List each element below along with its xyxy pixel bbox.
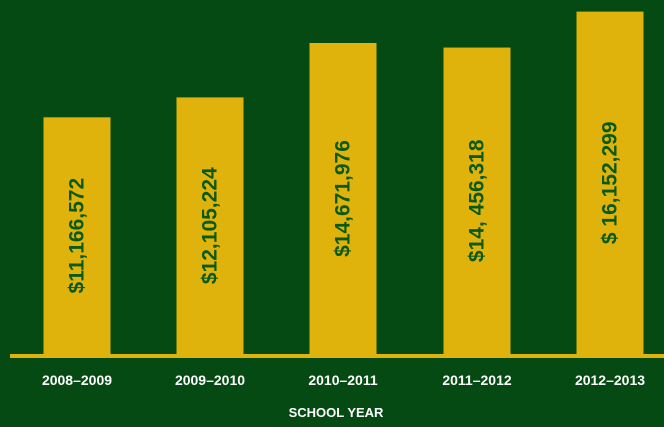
bars-group: $11,166,572 $12,105,224 $14,671,976 $14, 45… bbox=[43, 11, 644, 355]
bar-value-label-5: $ 16,152,299 bbox=[599, 121, 622, 244]
x-axis-title: SCHOOL YEAR bbox=[289, 405, 384, 420]
bar-value-label-4: $14, 456,318 bbox=[466, 139, 489, 262]
bar-5 bbox=[576, 11, 644, 354]
x-tick-label-3: 2010–2011 bbox=[308, 372, 378, 388]
bar-2 bbox=[176, 97, 244, 354]
x-tick-label-2: 2009–2010 bbox=[175, 372, 245, 388]
x-tick-labels: 2008–2009 2009–2010 2010–2011 2011–2012 2012… bbox=[42, 372, 645, 388]
bar-4 bbox=[443, 47, 511, 355]
x-tick-label-1: 2008–2009 bbox=[42, 372, 112, 388]
bar-value-label-3: $14,671,976 bbox=[332, 140, 355, 257]
bar-1 bbox=[43, 117, 111, 355]
x-tick-label-4: 2011–2012 bbox=[442, 372, 512, 388]
x-tick-label-5: 2012–2013 bbox=[575, 372, 645, 388]
bar-3 bbox=[309, 42, 377, 354]
bar-value-label-2: $12,105,224 bbox=[199, 167, 222, 284]
bar-value-label-1: $11,166,572 bbox=[66, 178, 89, 294]
